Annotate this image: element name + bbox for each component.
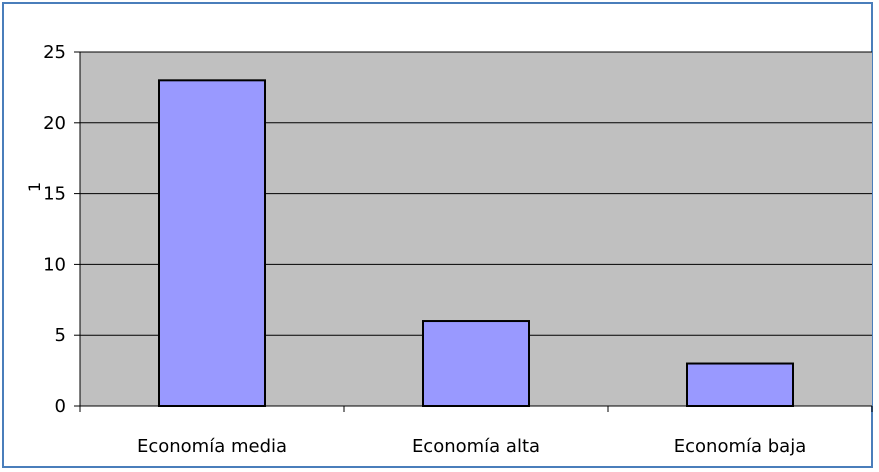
bar xyxy=(158,79,266,407)
y-tick-label: 0 xyxy=(55,396,66,417)
y-tick-label: 25 xyxy=(43,42,66,63)
x-category-labels: Economía media Economía alta Economía baja xyxy=(79,406,873,457)
axes xyxy=(79,52,872,407)
x-category-label: Economía baja xyxy=(674,436,806,457)
y-axis-title: 1 xyxy=(25,182,44,192)
bar xyxy=(422,320,530,408)
bar xyxy=(686,362,794,407)
y-tick-labels: 0 5 10 15 20 25 xyxy=(43,42,80,417)
y-tick-label: 5 xyxy=(55,325,66,346)
y-tick-label: 15 xyxy=(43,184,66,205)
x-category-label: Economía alta xyxy=(412,436,540,457)
x-category-label: Economía media xyxy=(137,436,287,457)
bars xyxy=(158,79,794,408)
y-tick-label: 20 xyxy=(43,113,66,134)
y-tick-label: 10 xyxy=(43,254,66,275)
